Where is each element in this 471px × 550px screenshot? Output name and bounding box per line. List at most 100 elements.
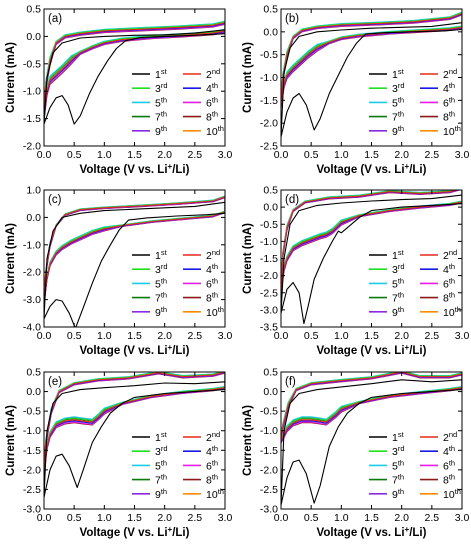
y-axis-label: Current (mA) xyxy=(242,42,254,113)
x-tick-label: 1.0 xyxy=(97,512,112,524)
x-tick-label: 0.5 xyxy=(304,149,319,161)
y-tick-label: 0.0 xyxy=(263,26,278,38)
legend-label-5th: 5th xyxy=(392,95,404,109)
panel-f: 0.0 0.5 1.0 1.5 2.0 2.5 3.0 -3.0 -2.5 -2.0 -1.5 -1.… xyxy=(242,367,469,540)
x-axis-label: Voltage (V vs. Li+/Li) xyxy=(317,525,427,539)
x-tick-label: 2.0 xyxy=(157,512,172,524)
legend-label-10th: 10th xyxy=(443,487,461,501)
x-tick-label: 2.0 xyxy=(157,149,172,161)
legend-label-3rd: 3rd xyxy=(155,262,168,276)
y-tick-label: -1.0 xyxy=(260,236,278,248)
legend: 1st 2nd 3rd 4th 5th 6th 7th 8th 9th 10th xyxy=(369,248,461,319)
series-line-1st xyxy=(281,22,462,138)
x-axis-label: Voltage (V vs. Li+/Li) xyxy=(80,525,190,539)
y-tick-label: -2.5 xyxy=(23,484,41,496)
x-tick-label: 1.5 xyxy=(364,330,379,342)
legend-label-1st: 1st xyxy=(155,67,168,81)
panel-label: (b) xyxy=(285,13,299,25)
x-tick-label: 1.0 xyxy=(97,330,112,342)
y-axis-label: Current (mA) xyxy=(242,405,254,476)
legend-label-7th: 7th xyxy=(392,110,404,124)
x-tick-label: 2.5 xyxy=(188,330,203,342)
x-tick-label: 0.0 xyxy=(37,330,52,342)
x-tick-label: 0.5 xyxy=(304,512,319,524)
plot-frame xyxy=(43,189,226,328)
legend-label-1st: 1st xyxy=(392,248,405,262)
legend-label-4th: 4th xyxy=(206,262,218,276)
legend-label-4th: 4th xyxy=(443,444,455,458)
series-line-2nd xyxy=(44,196,225,303)
x-tick-label: 1.5 xyxy=(364,512,379,524)
y-tick-label: -1.0 xyxy=(260,72,278,84)
legend-label-10th: 10th xyxy=(206,124,224,138)
y-axis-label: Current (mA) xyxy=(5,405,17,476)
legend: 1st 2nd 3rd 4th 5th 6th 7th 8th 9th 10th xyxy=(369,430,461,501)
series-line-10th xyxy=(281,372,462,442)
curves xyxy=(281,11,462,138)
series-line-3rd xyxy=(281,372,462,439)
legend-label-2nd: 2nd xyxy=(443,430,457,444)
y-tick-label: -0.5 xyxy=(260,406,278,418)
panel-label: (c) xyxy=(48,194,62,206)
series-line-2nd xyxy=(44,22,225,116)
x-axis-label: Voltage (V vs. Li+/Li) xyxy=(317,343,427,357)
x-tick-label: 0.5 xyxy=(67,149,82,161)
y-tick-label: -2.0 xyxy=(260,464,278,476)
x-tick-label: 1.5 xyxy=(127,330,142,342)
y-tick-label: 0.5 xyxy=(263,367,278,379)
panel-label: (d) xyxy=(285,194,299,206)
y-axis-label: Current (mA) xyxy=(5,42,17,113)
panel-c: 0.0 0.5 1.0 1.5 2.0 2.5 3.0 -4.0 -3.0 -2.0 -1.0 0.0… xyxy=(5,185,232,358)
y-tick-label: -0.5 xyxy=(23,58,41,70)
curves xyxy=(44,20,225,125)
legend-label-7th: 7th xyxy=(392,291,404,305)
y-tick-label: -1.5 xyxy=(260,445,278,457)
series-line-2nd xyxy=(281,13,462,105)
x-tick-label: 1.0 xyxy=(97,149,112,161)
panel-label: (f) xyxy=(285,376,296,388)
y-axis-label: Current (mA) xyxy=(242,223,254,294)
x-axis-label: Voltage (V vs. Li+/Li) xyxy=(317,162,427,176)
x-tick-label: 2.0 xyxy=(394,512,409,524)
y-tick-label: -1.5 xyxy=(260,95,278,107)
series-line-1st xyxy=(44,29,225,125)
legend-label-8th: 8th xyxy=(443,473,455,487)
legend-label-9th: 9th xyxy=(392,487,404,501)
x-tick-label: 1.0 xyxy=(334,149,349,161)
legend-label-7th: 7th xyxy=(155,291,167,305)
x-tick-label: 1.0 xyxy=(334,330,349,342)
x-tick-label: 2.0 xyxy=(394,330,409,342)
x-axis-label: Voltage (V vs. Li+/Li) xyxy=(80,343,190,357)
legend: 1st 2nd 3rd 4th 5th 6th 7th 8th 9th 10th xyxy=(132,248,224,319)
x-tick-label: 0.0 xyxy=(37,512,52,524)
y-tick-label: -2.0 xyxy=(260,118,278,130)
x-tick-label: 2.0 xyxy=(157,330,172,342)
panel-b: 0.0 0.5 1.0 1.5 2.0 2.5 3.0 -2.5 -2.0 -1.5 -1.0 -0.… xyxy=(242,4,469,177)
x-tick-label: 3.0 xyxy=(218,512,233,524)
series-line-3rd xyxy=(44,21,225,114)
series-line-3rd xyxy=(281,12,462,103)
x-tick-label: 1.5 xyxy=(127,512,142,524)
legend-label-9th: 9th xyxy=(155,487,167,501)
y-tick-label: 0.0 xyxy=(26,31,41,43)
legend-label-5th: 5th xyxy=(155,276,167,290)
curves xyxy=(44,195,225,327)
y-tick-label: -1.5 xyxy=(23,445,41,457)
y-tick-label: -2.5 xyxy=(260,287,278,299)
x-tick-label: 0.5 xyxy=(67,512,82,524)
y-tick-label: -4.0 xyxy=(23,322,41,334)
legend-label-1st: 1st xyxy=(392,67,405,81)
legend-label-7th: 7th xyxy=(155,110,167,124)
legend-label-8th: 8th xyxy=(206,110,218,124)
legend-label-10th: 10th xyxy=(206,487,224,501)
y-tick-label: -1.5 xyxy=(23,113,41,125)
series-line-1st xyxy=(44,201,225,327)
legend-label-10th: 10th xyxy=(206,305,224,319)
y-tick-label: 0.5 xyxy=(26,367,41,379)
y-tick-label: -2.0 xyxy=(23,267,41,279)
y-axis-label: Current (mA) xyxy=(5,223,17,294)
legend-label-4th: 4th xyxy=(206,81,218,95)
legend-label-1st: 1st xyxy=(155,430,168,444)
x-tick-label: 3.0 xyxy=(455,330,470,342)
legend-label-10th: 10th xyxy=(443,124,461,138)
